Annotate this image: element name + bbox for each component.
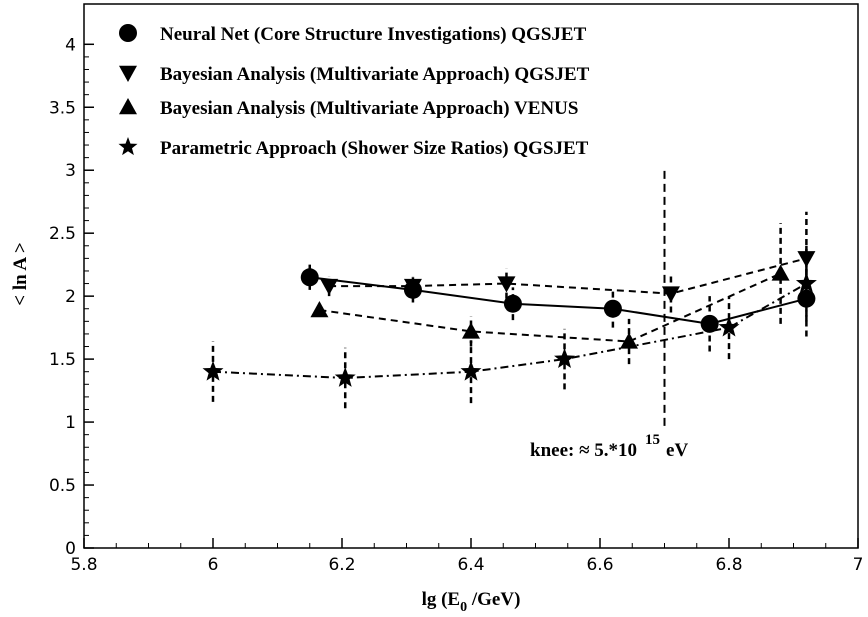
legend-label: Parametric Approach (Shower Size Ratios)… — [160, 138, 589, 159]
legend-marker — [118, 137, 138, 156]
y-tick-label: 3 — [65, 161, 76, 181]
marker — [403, 278, 422, 296]
marker — [202, 360, 224, 381]
marker — [320, 278, 339, 296]
legend-marker — [119, 98, 137, 115]
marker — [300, 268, 319, 287]
legend-label: Bayesian Analysis (Multivariate Approach… — [160, 64, 590, 85]
marker — [718, 316, 740, 337]
marker — [661, 286, 680, 303]
y-tick-label: 1.5 — [49, 350, 76, 370]
x-tick-label: 5.8 — [70, 555, 97, 575]
x-tick-label: 6.8 — [715, 555, 742, 575]
legend-label: Bayesian Analysis (Multivariate Approach… — [160, 98, 578, 119]
y-tick-label: 3.5 — [49, 98, 76, 118]
y-tick-label: 2 — [65, 287, 76, 307]
series-line — [212, 282, 807, 380]
marker — [462, 322, 480, 339]
x-tick-label: 6 — [208, 555, 219, 575]
x-tick-label: 7 — [853, 555, 864, 575]
y-tick-label: 2.5 — [49, 224, 76, 244]
y-tick-label: 4 — [65, 35, 76, 55]
legend-marker — [119, 24, 137, 42]
annotation: knee: ≈ 5.*10 15 eV — [530, 432, 688, 461]
y-tick-label: 0 — [65, 539, 76, 559]
series-line — [329, 257, 807, 295]
marker — [334, 367, 356, 387]
x-tick-label: 6.6 — [586, 555, 613, 575]
marker — [310, 301, 329, 318]
legend-marker — [119, 65, 137, 82]
y-tick-label: 0.5 — [49, 476, 76, 496]
y-axis-label: < ln A > — [10, 242, 31, 305]
x-axis-label: lg (E0 /GeV) — [422, 589, 521, 615]
series-line — [309, 276, 807, 325]
x-tick-label: 6.2 — [328, 555, 355, 575]
marker — [795, 272, 817, 293]
marker — [554, 348, 575, 369]
marker — [620, 332, 639, 349]
marker — [700, 314, 719, 333]
legend-label: Neural Net (Core Structure Investigation… — [160, 24, 587, 45]
marker — [460, 360, 482, 381]
marker — [503, 294, 522, 313]
x-tick-label: 6.4 — [457, 555, 484, 575]
marker — [603, 299, 622, 318]
plot-frame — [83, 3, 859, 549]
marker — [497, 276, 516, 293]
series-line — [319, 272, 782, 343]
y-tick-label: 1 — [65, 413, 76, 433]
marker — [771, 264, 790, 281]
